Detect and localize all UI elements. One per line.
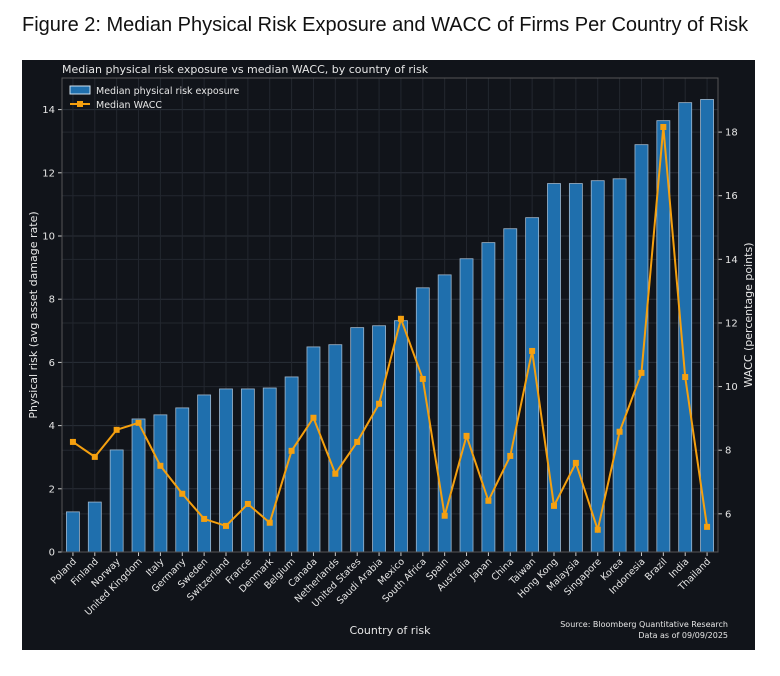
wacc-polyline (72, 126, 709, 534)
y-tick-label: 6 (49, 358, 55, 369)
figure-title: Figure 2: Median Physical Risk Exposure … (22, 14, 749, 36)
legend: Median physical risk exposure Median WAC… (69, 85, 239, 111)
wacc-point (201, 515, 208, 522)
wacc-point (397, 315, 404, 322)
bar (415, 287, 430, 553)
chart-title: Median physical risk exposure vs median … (62, 63, 429, 76)
wacc-point (157, 462, 164, 469)
wacc-point (704, 523, 711, 530)
bar (700, 99, 714, 553)
bar (306, 346, 321, 553)
y-axis-label: Physical risk (avg asset damage rate) (27, 211, 40, 418)
wacc-point (529, 347, 536, 354)
legend-line-marker (77, 101, 83, 107)
bar (612, 178, 627, 553)
wacc-point (223, 522, 229, 529)
y-tick-label: 0 (49, 548, 55, 559)
wacc-point (638, 369, 645, 376)
wacc-point (616, 428, 623, 435)
bar (175, 407, 190, 553)
y-tick-label: 10 (42, 232, 55, 243)
bar (109, 449, 124, 553)
y2-tick-label: 14 (725, 255, 738, 266)
bar (634, 144, 649, 553)
wacc-point (660, 123, 667, 130)
bar (394, 320, 408, 553)
y2-tick-label: 10 (725, 382, 738, 393)
source-note: Source: Bloomberg Quantitative Research (560, 620, 728, 629)
y2-axis-label: WACC (percentage points) (742, 243, 755, 388)
wacc-point (376, 400, 383, 407)
y-tick-label: 8 (49, 295, 55, 306)
wacc-point (266, 519, 273, 526)
x-axis-label: Country of risk (350, 624, 432, 637)
wacc-point (179, 490, 186, 497)
bar (87, 501, 102, 553)
y-tick-label: 4 (49, 421, 55, 432)
bar (503, 228, 518, 553)
wacc-point (288, 447, 295, 454)
wacc-point (113, 426, 120, 433)
wacc-point (135, 419, 142, 426)
wacc-point (332, 470, 339, 477)
wacc-point (572, 459, 579, 466)
wacc-point (310, 414, 317, 421)
wacc-line (69, 123, 711, 534)
wacc-point (244, 500, 251, 507)
y-tick-label: 14 (42, 105, 55, 116)
y2-tick-label: 12 (725, 318, 738, 329)
y2-tick-label: 18 (725, 128, 738, 139)
bar (481, 242, 496, 553)
y2-tick-label: 16 (725, 191, 738, 202)
y-tick-label: 12 (42, 168, 55, 179)
wacc-point (354, 438, 361, 445)
bar (262, 387, 277, 553)
wacc-point (551, 502, 557, 509)
bar (153, 414, 168, 553)
legend-bar-swatch (69, 85, 91, 95)
wacc-point (594, 526, 601, 533)
bar (197, 394, 212, 553)
bar (240, 388, 255, 553)
bars (66, 99, 714, 553)
y-tick-label: 2 (49, 484, 55, 495)
wacc-point (419, 375, 426, 382)
date-note: Data as of 09/09/2025 (638, 631, 728, 640)
wacc-point (485, 497, 492, 504)
bar (372, 325, 386, 553)
wacc-point (91, 453, 98, 460)
wacc-point (441, 512, 448, 519)
bar (568, 183, 583, 553)
y2-tick-label: 6 (725, 509, 731, 520)
bar (66, 511, 80, 553)
y2-tick-label: 8 (725, 446, 731, 457)
wacc-point (682, 374, 689, 381)
legend-bar-label: Median physical risk exposure (96, 86, 239, 97)
wacc-point (507, 452, 514, 459)
bar (590, 180, 605, 553)
plot-frame (61, 77, 719, 553)
legend-line-label: Median WACC (96, 100, 162, 111)
bar (131, 418, 146, 553)
bar (459, 258, 474, 553)
wacc-point (69, 438, 76, 445)
wacc-point (463, 432, 470, 439)
bar (328, 344, 343, 553)
